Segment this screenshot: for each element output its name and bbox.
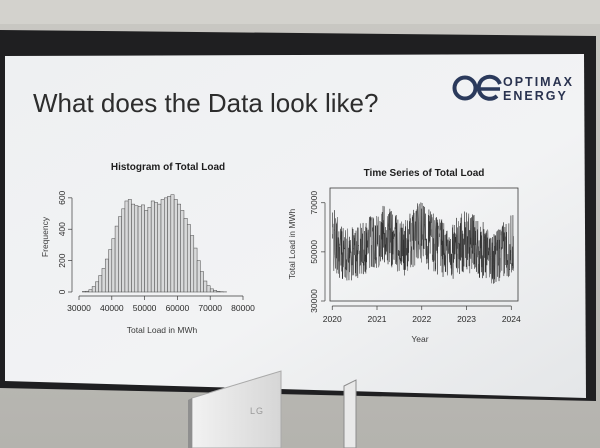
histogram-bar — [170, 194, 175, 293]
histogram-bar — [104, 258, 109, 293]
monitor-brand-logo: LG — [250, 406, 264, 416]
histogram-x-tick-label: 60000 — [166, 303, 190, 313]
histogram-title: Histogram of Total Load — [111, 162, 225, 173]
logo-line-2: ENERGY — [503, 89, 568, 103]
time-series-line-path — [332, 202, 514, 284]
histogram-bar — [88, 289, 93, 293]
time-series-chart: Time Series of Total Load 2020 2021 2022 20… — [287, 168, 521, 344]
foreground-monitor: LG — [188, 370, 357, 448]
monitor-edge — [188, 398, 192, 448]
time-series-title: Time Series of Total Load — [364, 168, 485, 179]
histogram-bar — [91, 286, 96, 293]
time-series-y-tick-label: 50000 — [309, 240, 319, 264]
time-series-x-tick-label: 2024 — [502, 314, 521, 324]
histogram-x-tick-label: 80000 — [231, 303, 255, 313]
time-series-y-tick-label: 30000 — [309, 289, 319, 313]
time-series-plot-frame — [329, 187, 519, 302]
slide-title: What does the Data look like? — [33, 88, 378, 118]
histogram-y-label: Frequency — [40, 216, 50, 257]
histogram-bar — [85, 290, 90, 293]
histogram-bar — [111, 238, 116, 293]
histogram-y-tick-label: 200 — [57, 253, 67, 267]
histogram-bar — [173, 199, 178, 293]
logo-mark-icon — [452, 74, 502, 101]
histogram-x-label: Total Load in MWh — [127, 325, 198, 335]
histogram-bar — [177, 203, 181, 293]
histogram-bar — [127, 199, 132, 293]
histogram-bar — [108, 249, 113, 293]
second-monitor-edge — [343, 379, 357, 448]
histogram-bar — [121, 208, 126, 293]
histogram-y-tick-label: 600 — [57, 190, 67, 204]
histogram-bar — [180, 210, 185, 293]
time-series-line — [332, 202, 514, 284]
histogram-bar — [190, 235, 195, 293]
time-series-y-tick-label: 70000 — [309, 191, 319, 215]
histogram-y-tick-label: 0 — [57, 289, 67, 294]
histogram-bar — [200, 271, 204, 293]
ceiling-strip — [0, 0, 600, 24]
histogram-x-tick-label: 50000 — [133, 303, 157, 313]
histogram-bar — [186, 224, 191, 293]
histogram-bar — [183, 218, 188, 293]
histogram-x-tick-label: 30000 — [67, 303, 91, 313]
histogram-bar — [196, 260, 201, 293]
histogram-bar — [157, 203, 162, 293]
histogram-bar — [160, 199, 165, 293]
histogram-x-tick-label: 40000 — [100, 303, 124, 313]
histogram-x-tick-label: 70000 — [198, 303, 222, 313]
histogram-bar — [137, 206, 142, 293]
histogram-bar — [101, 268, 106, 293]
histogram-bar — [134, 205, 139, 293]
histogram-bar — [150, 200, 155, 293]
histogram-x-axis: 30000 40000 50000 60000 70000 80000 — [67, 295, 255, 313]
histogram-bar — [147, 207, 152, 293]
histogram-bar — [213, 290, 218, 293]
histogram-bar — [98, 275, 103, 293]
histogram-bar — [131, 203, 136, 293]
histogram-bar — [144, 210, 149, 293]
time-series-x-label: Year — [411, 334, 428, 344]
histogram-bar — [124, 200, 129, 293]
histogram-y-axis: 0 200 400 600 — [57, 190, 73, 294]
company-logo: OPTIMAX ENERGY — [452, 74, 574, 103]
slide-background — [5, 54, 586, 398]
histogram-bar — [203, 280, 208, 293]
histogram-y-tick-label: 400 — [57, 222, 67, 236]
time-series-x-tick-label: 2021 — [368, 314, 387, 324]
histogram-bar — [216, 291, 221, 293]
histogram-bar — [193, 247, 198, 293]
histogram-chart: Histogram of Total Load 30000 40000 50000 6… — [40, 162, 255, 335]
histogram-bar — [118, 216, 122, 293]
histogram-bar — [206, 285, 211, 293]
histogram-bar — [209, 288, 214, 293]
histogram-bar — [114, 225, 119, 293]
time-series-x-tick-label: 2022 — [412, 314, 431, 324]
time-series-y-axis: 30000 50000 70000 — [309, 191, 326, 313]
time-series-x-tick-label: 2023 — [457, 314, 476, 324]
histogram-bar — [164, 197, 168, 293]
histogram-bar — [167, 196, 172, 293]
histogram-bar — [154, 202, 158, 293]
time-series-y-label: Total Load in MWh — [287, 209, 297, 280]
time-series-x-tick-label: 2020 — [323, 314, 342, 324]
logo-line-1: OPTIMAX — [503, 75, 574, 89]
histogram-bars — [82, 194, 227, 293]
time-series-x-axis: 2020 2021 2022 2023 2024 — [323, 305, 521, 324]
histogram-bar — [141, 204, 145, 293]
histogram-bar — [95, 281, 99, 293]
